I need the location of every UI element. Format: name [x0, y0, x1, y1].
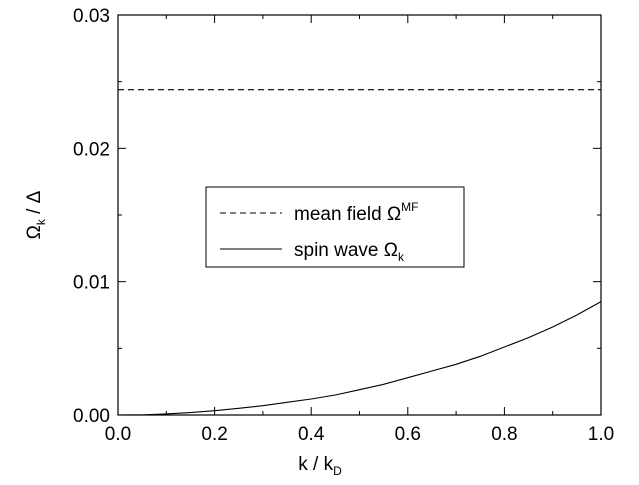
- legend-mean-field-sup: MF: [401, 200, 418, 214]
- x-axis-title: k / kD: [298, 454, 342, 478]
- y-axis-title: Ωk / Δ: [24, 190, 48, 239]
- y-tick-label: 0.01: [73, 273, 110, 294]
- x-axis-title-main: k / k: [298, 454, 333, 475]
- legend-label-spin-wave: spin wave Ωk: [294, 240, 405, 264]
- x-tick-label: 0.4: [298, 424, 325, 445]
- series-layer: [117, 89, 602, 416]
- y-tick-label: 0.03: [73, 6, 110, 27]
- x-tick-label: 1.0: [588, 424, 614, 445]
- y-tick-label: 0.00: [73, 406, 110, 427]
- legend-label-mean-field: mean field ΩMF: [294, 200, 418, 225]
- x-tick-label: 0.8: [491, 424, 517, 445]
- x-tick-label: 0.2: [201, 424, 227, 445]
- y-axis-title-rest: / Δ: [24, 190, 45, 219]
- y-tick-labels: 0.00 0.01 0.02 0.03: [73, 6, 110, 427]
- y-axis-title-main: Ω: [24, 225, 45, 239]
- x-tick-labels: 0.0 0.2 0.4 0.6 0.8 1.0: [105, 424, 614, 445]
- legend-spin-wave-sub: k: [398, 250, 405, 264]
- spin-wave-line: [117, 301, 602, 416]
- legend-spin-wave-main: spin wave Ω: [294, 240, 398, 261]
- x-axis-title-sub: D: [333, 464, 342, 478]
- axis-ticks: [117, 14, 602, 416]
- legend-mean-field-main: mean field Ω: [294, 204, 401, 225]
- legend: mean field ΩMF spin wave Ωk: [205, 186, 465, 268]
- y-axis-title-sub: k: [34, 218, 48, 225]
- legend-box: [205, 186, 465, 268]
- x-tick-label: 0.0: [105, 424, 131, 445]
- y-tick-label: 0.02: [73, 139, 110, 160]
- x-tick-label: 0.6: [395, 424, 421, 445]
